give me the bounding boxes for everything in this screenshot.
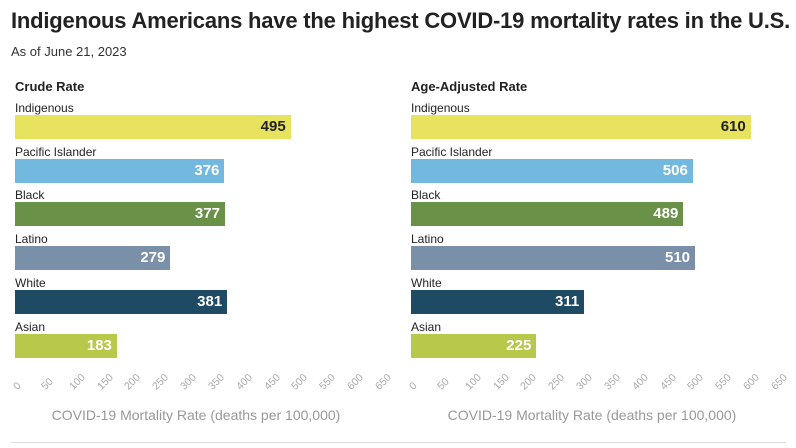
x-tick-label: 650	[373, 371, 394, 393]
x-tick-label: 400	[629, 371, 651, 393]
x-tick-label: 550	[713, 371, 735, 393]
x-tick-label: 450	[657, 371, 679, 393]
bar: 225	[411, 333, 537, 358]
x-tick-label: 600	[345, 371, 367, 393]
x-tick-label: 600	[741, 371, 763, 393]
bar: 311	[411, 289, 585, 314]
x-tick-label: 0	[407, 379, 420, 393]
bar: 610	[411, 115, 751, 139]
bar-value-label: 311	[554, 292, 580, 310]
bar-value-label: 377	[194, 205, 220, 223]
bar: 489	[411, 202, 684, 227]
x-tick-label: 450	[261, 371, 283, 393]
bar: 510	[411, 246, 696, 271]
category-label: Indigenous	[411, 101, 470, 115]
bar-value-label: 489	[653, 205, 679, 223]
bar-value-label: 495	[260, 118, 286, 135]
bar: 279	[15, 246, 171, 271]
age-adjusted-rate-chart: Age-Adjusted Rate COVID-19 Mortality Rat…	[407, 76, 790, 426]
bar-value-label: 510	[664, 249, 691, 267]
x-tick-label: 250	[546, 371, 568, 393]
bar-value-label: 381	[197, 292, 223, 310]
x-axis-label: COVID-19 Mortality Rate (deaths per 100,…	[51, 407, 341, 423]
bar: 377	[15, 202, 225, 227]
x-tick-label: 100	[66, 371, 88, 393]
category-label: Black	[411, 188, 441, 203]
x-tick-label: 400	[233, 371, 255, 393]
category-label: Pacific Islander	[15, 144, 97, 159]
x-tick-label: 300	[574, 371, 595, 393]
x-tick-label: 650	[769, 371, 790, 393]
bar: 183	[15, 333, 117, 358]
bar: 495	[15, 115, 291, 139]
x-tick-label: 50	[434, 375, 452, 393]
x-tick-label: 250	[150, 371, 172, 393]
bar-value-label: 610	[720, 118, 746, 135]
bar-value-label: 279	[140, 249, 166, 267]
bottom-divider	[11, 442, 786, 443]
page-subtitle: As of June 21, 2023	[11, 44, 127, 59]
category-label: Asian	[15, 319, 46, 334]
x-tick-label: 200	[518, 371, 540, 393]
page-title: Indigenous Americans have the highest CO…	[11, 8, 791, 33]
bar-value-label: 225	[506, 336, 532, 354]
x-tick-label: 100	[462, 371, 484, 393]
category-label: Latino	[15, 232, 48, 247]
bar: 381	[15, 289, 228, 314]
x-tick-label: 500	[685, 371, 707, 393]
category-label: Black	[15, 188, 45, 203]
bar-value-label: 506	[662, 161, 688, 179]
x-tick-label: 0	[11, 379, 24, 393]
x-tick-label: 300	[178, 371, 199, 393]
x-tick-label: 150	[94, 371, 116, 393]
x-tick-label: 350	[205, 371, 227, 393]
x-tick-label: 200	[122, 371, 144, 393]
category-label: White	[15, 275, 46, 290]
x-tick-label: 50	[38, 375, 56, 393]
bar: 506	[411, 158, 693, 183]
chart-title: Crude Rate	[15, 79, 85, 94]
x-tick-label: 500	[289, 371, 311, 393]
x-tick-label: 350	[601, 371, 623, 393]
category-label: Indigenous	[15, 101, 74, 115]
bar-value-label: 376	[194, 161, 220, 179]
crude-rate-chart: Crude Rate COVID-19 Mortality Rate (deat…	[11, 76, 394, 426]
x-axis-label: COVID-19 Mortality Rate (deaths per 100,…	[447, 407, 737, 423]
category-label: Pacific Islander	[411, 144, 493, 159]
x-tick-label: 150	[490, 371, 512, 393]
category-label: White	[411, 275, 442, 290]
chart-title: Age-Adjusted Rate	[411, 79, 528, 94]
category-label: Asian	[411, 319, 442, 334]
bar-value-label: 183	[86, 336, 112, 354]
category-label: Latino	[411, 232, 444, 247]
x-tick-label: 550	[317, 371, 339, 393]
bar: 376	[15, 158, 225, 183]
